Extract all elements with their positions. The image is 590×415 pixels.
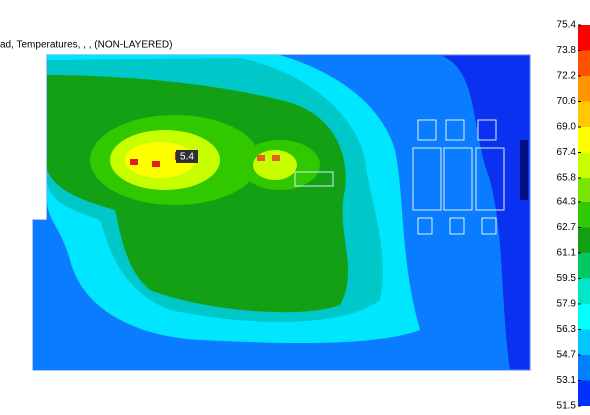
colorbar-tick-label: 59.5 — [557, 273, 577, 284]
colorbar-band — [578, 152, 590, 179]
colorbar-band — [578, 178, 590, 202]
colorbar-tick-label: 57.9 — [557, 299, 577, 310]
colorbar-band — [578, 227, 590, 253]
colorbar-tick-label: 67.4 — [557, 147, 577, 158]
colorbar-band — [578, 127, 590, 153]
colorbar-band — [578, 303, 590, 330]
colorbar-tick-label: 70.6 — [557, 96, 577, 107]
chart-title: ad, Temperatures, , , (NON-LAYERED) — [0, 40, 172, 51]
colorbar-band — [578, 50, 590, 77]
colorbar-band — [578, 25, 590, 51]
colorbar-tick-label: 56.3 — [557, 324, 577, 335]
colorbar-tick-label: 54.7 — [557, 350, 577, 361]
peak-label: 5.4 — [180, 152, 194, 163]
colorbar-band — [578, 101, 590, 128]
colorbar-band — [578, 354, 590, 381]
colorbar-band — [578, 380, 590, 406]
colorbar-band — [578, 201, 590, 228]
colorbar-band — [578, 329, 590, 355]
colorbar-tick-label: 72.2 — [557, 71, 577, 82]
board — [32, 54, 531, 371]
colorbar-tick-label: 75.4 — [557, 20, 577, 31]
colorbar-tick-label: 61.1 — [557, 248, 577, 259]
colorbar-tick-label: 64.3 — [557, 197, 577, 208]
colorbar-tick-label: 53.1 — [557, 375, 577, 386]
colorbar-tick-label: 69.0 — [557, 122, 577, 133]
colorbar-tick-label: 65.8 — [557, 173, 577, 184]
colorbar-tick-label: 51.5 — [557, 401, 577, 412]
colorbar-band — [578, 252, 590, 279]
colorbar-tick-label: 73.8 — [557, 45, 577, 56]
peak-label-box — [176, 150, 198, 163]
colorbar-tick-label: 62.7 — [557, 222, 577, 233]
colorbar-band — [578, 76, 590, 102]
colorbar-band — [578, 278, 590, 304]
